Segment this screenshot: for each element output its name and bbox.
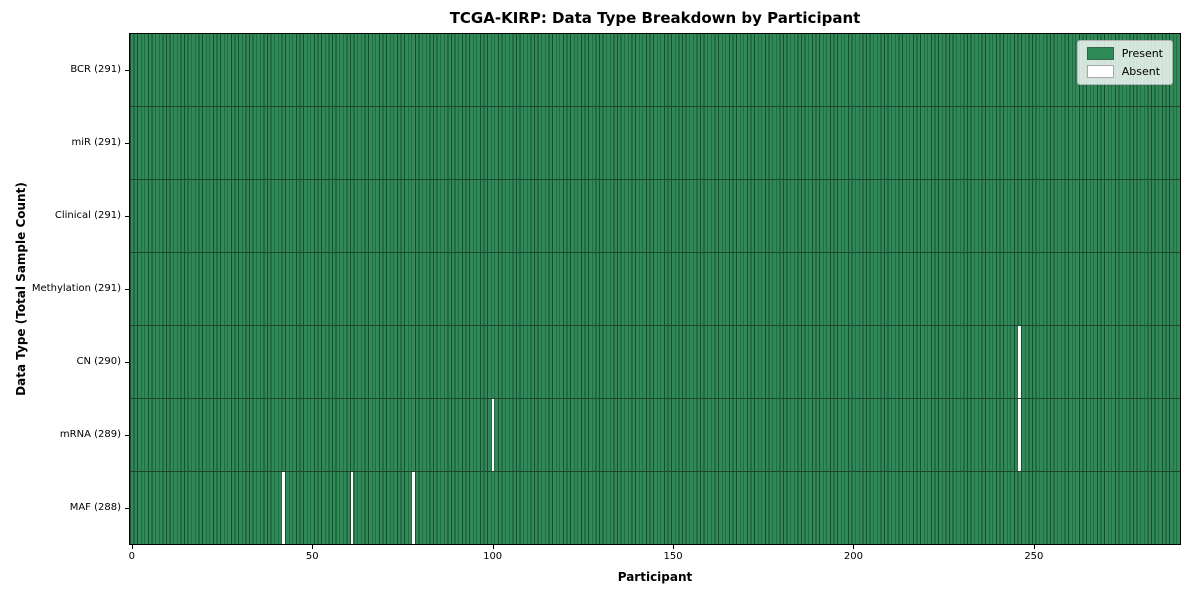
xtick-label-0: 0 — [128, 551, 135, 562]
heatmap-row-maf — [130, 472, 1180, 544]
absent-cell — [350, 472, 354, 544]
ytick-label-cn: CN (290) — [76, 355, 121, 367]
absent-cell — [282, 472, 285, 544]
xtick-label-150: 150 — [663, 551, 683, 562]
legend-item-absent: Absent — [1086, 65, 1163, 78]
ytick-mark — [125, 508, 129, 509]
ytick-label-clinical: Clinical (291) — [54, 210, 121, 222]
ytick-mark — [125, 362, 129, 363]
ytick-mark — [125, 435, 129, 436]
heatmap-row-mir — [130, 107, 1180, 180]
xtick-mark — [673, 545, 674, 549]
legend-swatch-absent — [1086, 65, 1114, 78]
chart-title: TCGA-KIRP: Data Type Breakdown by Partic… — [449, 9, 861, 27]
xtick-label-100: 100 — [483, 551, 503, 562]
xtick-label-50: 50 — [305, 551, 319, 562]
legend-item-present: Present — [1086, 47, 1163, 60]
xtick-mark — [493, 545, 494, 549]
legend-label: Absent — [1121, 65, 1161, 78]
absent-cell — [491, 399, 495, 471]
xtick-mark — [132, 545, 133, 549]
absent-cell — [1018, 326, 1021, 398]
heatmap-row-methylation — [130, 253, 1180, 326]
xtick-mark — [853, 545, 854, 549]
ytick-mark — [125, 289, 129, 290]
legend-swatch-present — [1086, 47, 1114, 60]
x-axis-label: Participant — [617, 570, 693, 584]
xtick-mark — [312, 545, 313, 549]
plot-area: Present Absent — [129, 33, 1181, 545]
xtick-label-250: 250 — [1024, 551, 1044, 562]
absent-cell — [1018, 399, 1021, 471]
ytick-label-bcr: BCR (291) — [70, 64, 121, 76]
ytick-label-maf: MAF (288) — [69, 501, 121, 513]
heatmap-row-bcr — [130, 34, 1180, 107]
xtick-label-200: 200 — [843, 551, 863, 562]
heatmap-row-mrna — [130, 399, 1180, 472]
xtick-mark — [1034, 545, 1035, 549]
heatmap-row-cn — [130, 326, 1180, 399]
ytick-mark — [125, 216, 129, 217]
ytick-mark — [125, 70, 129, 71]
ytick-label-methylation: Methylation (291) — [31, 283, 121, 294]
ytick-label-mrna: mRNA (289) — [59, 428, 121, 440]
absent-cell — [412, 472, 415, 544]
ytick-label-mir: miR (291) — [71, 137, 121, 149]
heatmap-row-clinical — [130, 180, 1180, 253]
legend-label: Present — [1121, 47, 1163, 60]
ytick-mark — [125, 143, 129, 144]
legend: Present Absent — [1076, 40, 1173, 85]
